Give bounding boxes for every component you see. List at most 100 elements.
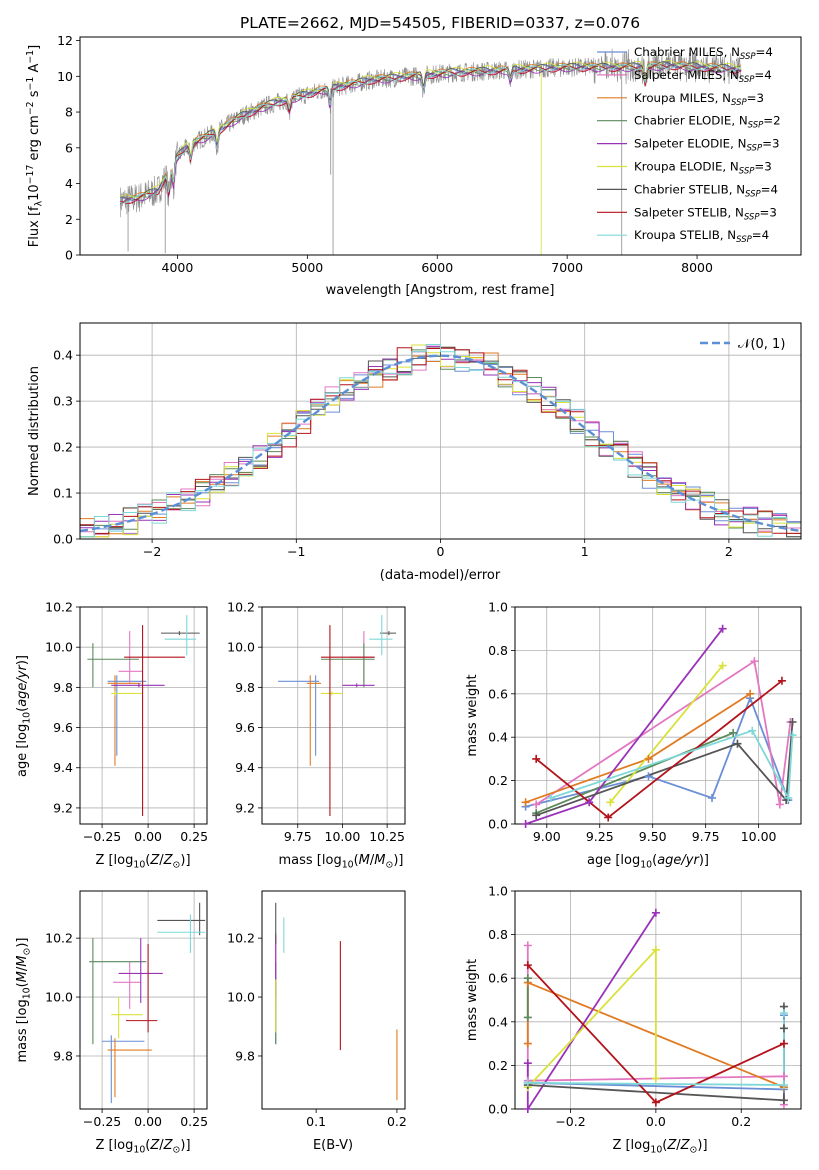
label-part: 10 <box>650 1145 662 1156</box>
legend-tail: =4 <box>752 228 769 242</box>
label-part: −17 <box>25 165 36 185</box>
data-point-marker <box>777 676 786 685</box>
y-tick-label: 0.8 <box>488 643 508 658</box>
data-point-marker <box>532 800 541 809</box>
data-point-marker <box>651 1074 660 1083</box>
data-point-marker <box>779 1096 788 1105</box>
y-tick-label: 6 <box>65 140 73 155</box>
x-axis-label: Z [log10(Z/Z⊙)] <box>95 1138 190 1156</box>
y-axis-label: mass [log10(M/M⊙)] <box>15 938 33 1063</box>
label-part: −1 <box>25 50 36 64</box>
label-part: ⊙ <box>22 948 33 956</box>
y-axis-label: mass weight <box>465 674 480 756</box>
y-tick-label: 10.0 <box>45 640 73 655</box>
x-tick-label: 10.25 <box>369 829 405 844</box>
legend-label: Salpeter MILES, NSSP=4 <box>634 68 772 85</box>
y-tick-label: 10.0 <box>227 990 255 1005</box>
data-point-marker <box>651 1098 660 1107</box>
legend-base: Kroupa MILES, N <box>634 91 731 105</box>
panel-7: 0.1 0.2 9.8 10.0 10.2 E(B-V) <box>227 890 407 1153</box>
legend-sub: SSP <box>736 235 752 245</box>
label-part: Z [log <box>95 853 133 868</box>
panel-1: 4000 5000 6000 7000 8000 0 2 4 6 8 10 12 Chabrier MI… <box>25 33 802 298</box>
label-part: 10 <box>640 860 652 871</box>
x-tick-label: 1 <box>581 544 589 559</box>
data-point-marker <box>521 798 530 807</box>
legend-tail: =3 <box>762 137 779 151</box>
y-tick-label: 0.0 <box>53 532 73 547</box>
legend-sub: SSP <box>745 189 761 199</box>
y-tick-label: 0.2 <box>488 1058 508 1073</box>
axes-frame <box>261 890 406 1110</box>
page-title: PLATE=2662, MJD=54505, FIBERID=0337, z=0… <box>240 14 640 32</box>
label-part: / <box>676 1138 681 1153</box>
panel-2: −2 −1 0 1 2 0.0 0.1 0.2 0.3 0.4 𝒩(0, 1) (data-model… <box>27 322 802 583</box>
legend-label: Chabrier STELIB, NSSP=4 <box>634 182 778 199</box>
residual-histogram <box>80 344 801 538</box>
plot-area <box>275 902 398 1101</box>
y-tick-label: 9.4 <box>53 760 73 775</box>
mass-weight-line <box>609 665 724 803</box>
legend-label: Chabrier MILES, NSSP=4 <box>634 45 773 62</box>
label-part: ( <box>662 1138 667 1153</box>
label-part: / <box>159 853 164 868</box>
y-tick-label: 9.8 <box>235 1048 255 1063</box>
mass-weight-line <box>535 721 794 817</box>
data-point-marker <box>718 661 727 670</box>
y-tick-label: 10 <box>57 69 73 84</box>
x-tick-label: 0 <box>437 544 445 559</box>
mass-weight-line <box>550 729 794 802</box>
panel-5: 9.00 9.25 9.50 9.75 10.00 0.0 0.2 0.4 0.6 0.8 1.0 m… <box>465 600 802 871</box>
axes-frame <box>79 36 802 256</box>
y-tick-label: 8 <box>65 105 73 120</box>
label-part: A <box>27 64 42 77</box>
plot-area <box>87 615 200 816</box>
model-fit-line <box>120 61 742 202</box>
legend-base: Salpeter STELIB, N <box>634 205 744 219</box>
label-part: Z <box>163 853 174 868</box>
label-part: 10 <box>133 860 145 871</box>
y-tick-label: 9.8 <box>235 680 255 695</box>
legend-base: Salpeter MILES, N <box>634 68 739 82</box>
data-point-marker <box>523 941 532 950</box>
data-point-marker <box>547 793 556 802</box>
legend-sub: SSP <box>739 75 755 85</box>
legend-sub: SSP <box>731 98 747 108</box>
legend-base: Chabrier STELIB, N <box>634 182 745 196</box>
legend-base: Salpeter ELODIE, N <box>634 137 746 151</box>
y-tick-label: 12 <box>57 33 73 48</box>
label-part: )] <box>393 853 403 868</box>
y-tick-label: 10.2 <box>45 931 73 946</box>
label-part: )] <box>699 853 709 868</box>
legend-sub: SSP <box>748 121 764 131</box>
y-tick-label: 0 <box>65 248 73 263</box>
y-tick-label: 1.0 <box>488 600 508 615</box>
x-tick-label: −0.25 <box>83 829 121 844</box>
y-tick-label: 9.4 <box>235 760 255 775</box>
y-tick-label: 10.2 <box>227 931 255 946</box>
x-tick-label: −2 <box>143 544 161 559</box>
label-part: 10 <box>22 987 33 999</box>
x-tick-label: 2 <box>725 544 733 559</box>
x-tick-label: 10.00 <box>325 829 361 844</box>
label-part: / <box>159 1138 164 1153</box>
y-tick-label: 0.6 <box>488 686 508 701</box>
label-part: Z <box>163 1138 174 1153</box>
label-part: Z [log <box>95 1138 133 1153</box>
model-fit-line <box>120 59 742 199</box>
y-tick-label: 0.4 <box>488 1014 508 1029</box>
data-point-marker <box>718 624 727 633</box>
label-part: / <box>15 966 30 971</box>
x-tick-label: 0.00 <box>134 1114 162 1129</box>
label-part: Z <box>680 1138 691 1153</box>
data-point-marker <box>606 798 615 807</box>
mass-weight-line <box>525 628 724 824</box>
label-part: M <box>15 971 30 982</box>
label-part: Z [log <box>612 1138 650 1153</box>
label-part: ( <box>145 1138 150 1153</box>
y-tick-label: 0.6 <box>488 971 508 986</box>
data-point-marker <box>523 1013 532 1022</box>
plot-area <box>525 628 794 824</box>
x-tick-label: 0.2 <box>387 1114 407 1129</box>
